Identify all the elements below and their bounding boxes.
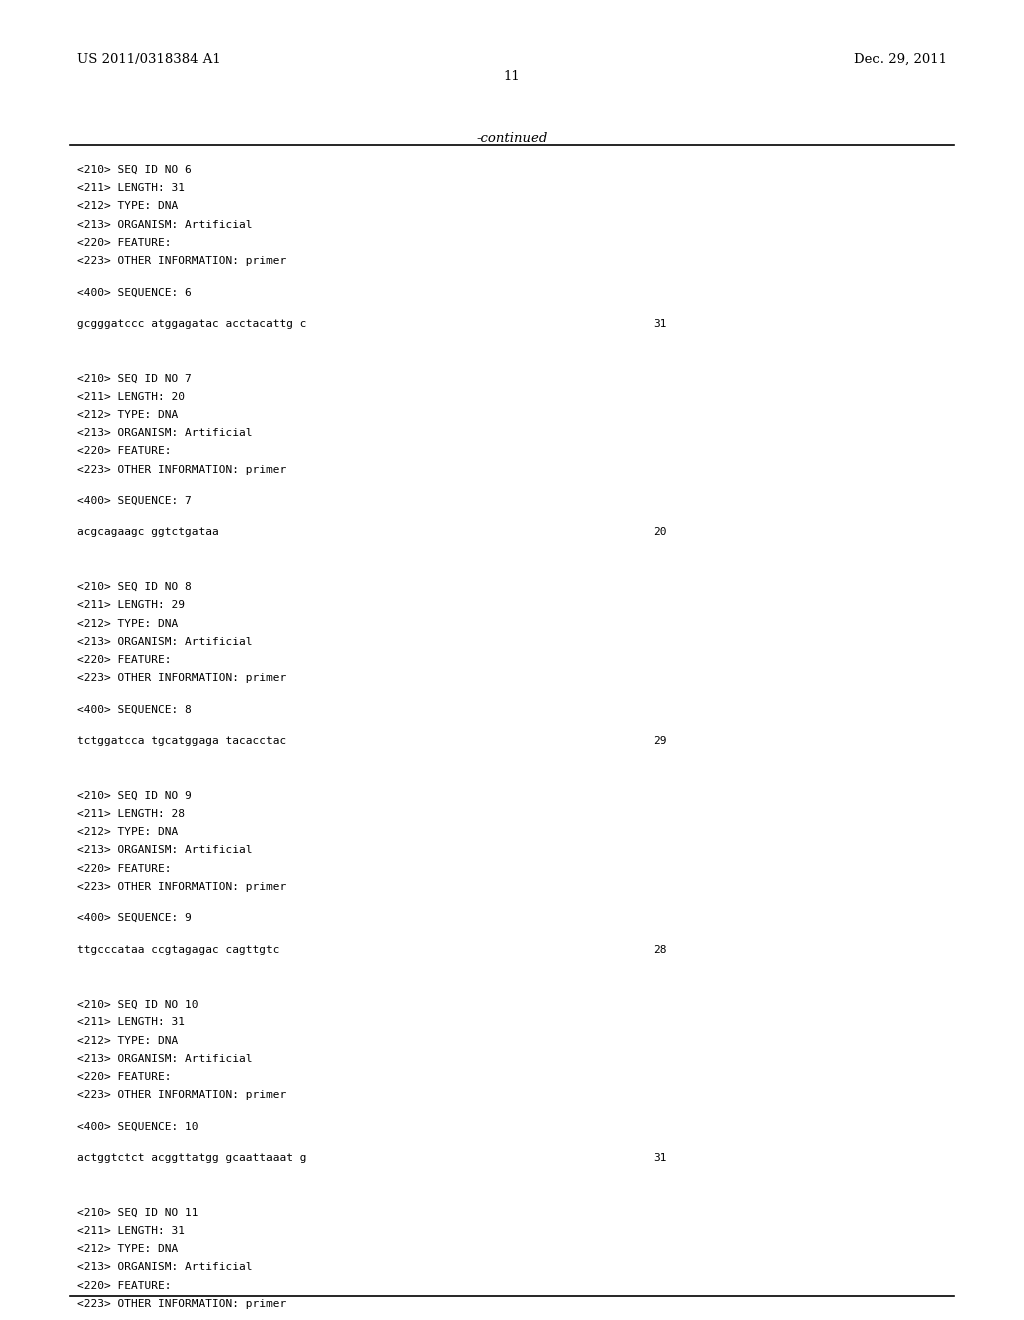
Text: <220> FEATURE:: <220> FEATURE: (77, 863, 171, 874)
Text: 31: 31 (653, 319, 667, 329)
Text: 31: 31 (653, 1154, 667, 1163)
Text: <210> SEQ ID NO 7: <210> SEQ ID NO 7 (77, 374, 191, 384)
Text: <223> OTHER INFORMATION: primer: <223> OTHER INFORMATION: primer (77, 465, 286, 475)
Text: 20: 20 (653, 528, 667, 537)
Text: acgcagaagc ggtctgataa: acgcagaagc ggtctgataa (77, 528, 218, 537)
Text: ttgcccataa ccgtagagac cagttgtc: ttgcccataa ccgtagagac cagttgtc (77, 945, 280, 954)
Text: <220> FEATURE:: <220> FEATURE: (77, 446, 171, 457)
Text: 29: 29 (653, 737, 667, 746)
Text: <223> OTHER INFORMATION: primer: <223> OTHER INFORMATION: primer (77, 1299, 286, 1309)
Text: <211> LENGTH: 29: <211> LENGTH: 29 (77, 601, 184, 610)
Text: <211> LENGTH: 31: <211> LENGTH: 31 (77, 1226, 184, 1236)
Text: <212> TYPE: DNA: <212> TYPE: DNA (77, 828, 178, 837)
Text: <210> SEQ ID NO 8: <210> SEQ ID NO 8 (77, 582, 191, 593)
Text: <210> SEQ ID NO 9: <210> SEQ ID NO 9 (77, 791, 191, 801)
Text: <400> SEQUENCE: 7: <400> SEQUENCE: 7 (77, 496, 191, 506)
Text: <220> FEATURE:: <220> FEATURE: (77, 1280, 171, 1291)
Text: <213> ORGANISM: Artificial: <213> ORGANISM: Artificial (77, 845, 252, 855)
Text: <223> OTHER INFORMATION: primer: <223> OTHER INFORMATION: primer (77, 673, 286, 684)
Text: <213> ORGANISM: Artificial: <213> ORGANISM: Artificial (77, 428, 252, 438)
Text: <223> OTHER INFORMATION: primer: <223> OTHER INFORMATION: primer (77, 256, 286, 267)
Text: <211> LENGTH: 28: <211> LENGTH: 28 (77, 809, 184, 818)
Text: <212> TYPE: DNA: <212> TYPE: DNA (77, 1245, 178, 1254)
Text: gcgggatccc atggagatac acctacattg c: gcgggatccc atggagatac acctacattg c (77, 319, 306, 329)
Text: <220> FEATURE:: <220> FEATURE: (77, 655, 171, 665)
Text: actggtctct acggttatgg gcaattaaat g: actggtctct acggttatgg gcaattaaat g (77, 1154, 306, 1163)
Text: <210> SEQ ID NO 6: <210> SEQ ID NO 6 (77, 165, 191, 176)
Text: <213> ORGANISM: Artificial: <213> ORGANISM: Artificial (77, 636, 252, 647)
Text: 28: 28 (653, 945, 667, 954)
Text: <400> SEQUENCE: 9: <400> SEQUENCE: 9 (77, 913, 191, 923)
Text: <212> TYPE: DNA: <212> TYPE: DNA (77, 411, 178, 420)
Text: <211> LENGTH: 31: <211> LENGTH: 31 (77, 1018, 184, 1027)
Text: <223> OTHER INFORMATION: primer: <223> OTHER INFORMATION: primer (77, 1090, 286, 1101)
Text: tctggatcca tgcatggaga tacacctac: tctggatcca tgcatggaga tacacctac (77, 737, 286, 746)
Text: <211> LENGTH: 31: <211> LENGTH: 31 (77, 183, 184, 193)
Text: <212> TYPE: DNA: <212> TYPE: DNA (77, 619, 178, 628)
Text: <210> SEQ ID NO 10: <210> SEQ ID NO 10 (77, 999, 199, 1010)
Text: <220> FEATURE:: <220> FEATURE: (77, 1072, 171, 1082)
Text: <400> SEQUENCE: 8: <400> SEQUENCE: 8 (77, 705, 191, 714)
Text: <213> ORGANISM: Artificial: <213> ORGANISM: Artificial (77, 219, 252, 230)
Text: <213> ORGANISM: Artificial: <213> ORGANISM: Artificial (77, 1262, 252, 1272)
Text: -continued: -continued (476, 132, 548, 145)
Text: <212> TYPE: DNA: <212> TYPE: DNA (77, 1036, 178, 1045)
Text: <212> TYPE: DNA: <212> TYPE: DNA (77, 202, 178, 211)
Text: <220> FEATURE:: <220> FEATURE: (77, 238, 171, 248)
Text: <223> OTHER INFORMATION: primer: <223> OTHER INFORMATION: primer (77, 882, 286, 892)
Text: Dec. 29, 2011: Dec. 29, 2011 (854, 53, 947, 66)
Text: US 2011/0318384 A1: US 2011/0318384 A1 (77, 53, 220, 66)
Text: <213> ORGANISM: Artificial: <213> ORGANISM: Artificial (77, 1053, 252, 1064)
Text: <400> SEQUENCE: 6: <400> SEQUENCE: 6 (77, 288, 191, 297)
Text: <211> LENGTH: 20: <211> LENGTH: 20 (77, 392, 184, 401)
Text: <210> SEQ ID NO 11: <210> SEQ ID NO 11 (77, 1208, 199, 1218)
Text: 11: 11 (504, 70, 520, 83)
Text: <400> SEQUENCE: 10: <400> SEQUENCE: 10 (77, 1122, 199, 1131)
